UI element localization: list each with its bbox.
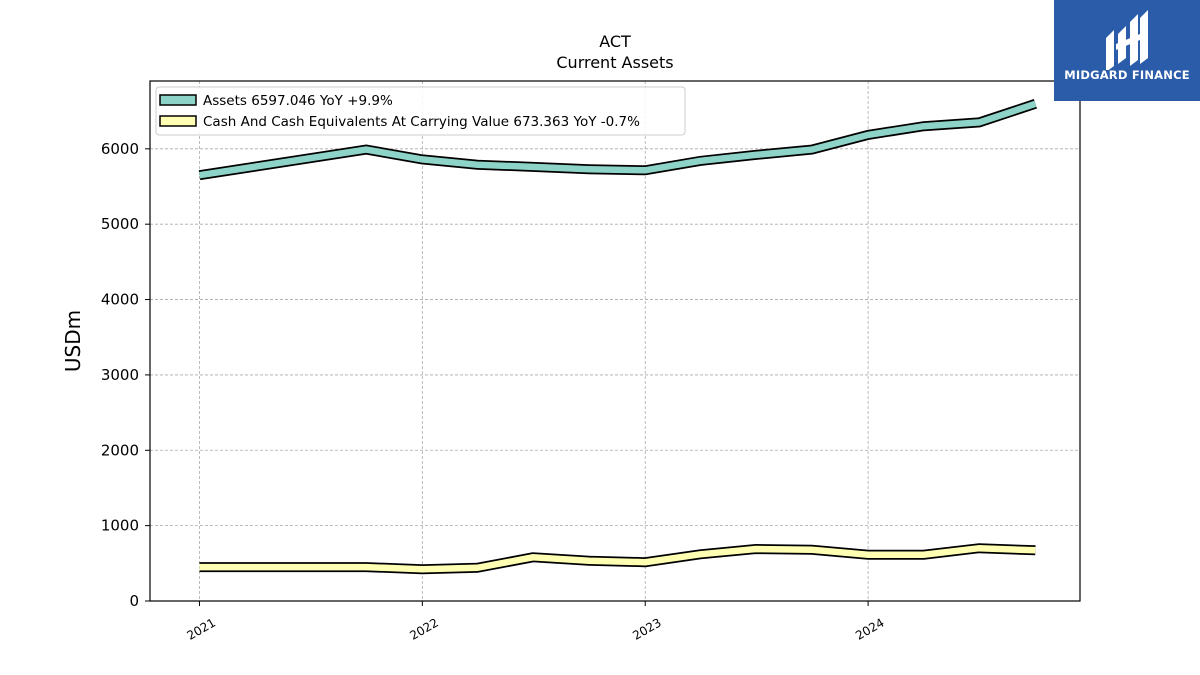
y-tick-label: 1000	[101, 517, 139, 535]
legend-swatch-0	[159, 94, 197, 106]
legend-box	[155, 86, 686, 136]
x-tick-label: 2022	[407, 615, 440, 642]
plot-frame	[149, 80, 1081, 602]
y-tick-label: 2000	[101, 441, 139, 459]
brand-logo: MIDGARD FINANCE	[1054, 0, 1200, 101]
logo-mark-icon	[1106, 10, 1148, 70]
legend-label-1: Cash And Cash Equivalents At Carrying Va…	[203, 114, 640, 130]
y-tick-label: 6000	[101, 140, 139, 158]
legend-label-0: Assets 6597.046 YoY +9.9%	[203, 93, 393, 109]
x-tick-label: 2021	[185, 615, 218, 642]
series-line-1	[199, 544, 1036, 573]
y-tick-label: 3000	[101, 366, 139, 384]
y-axis-label: USDm	[61, 310, 85, 372]
x-tick-label: 2023	[630, 615, 663, 642]
logo-text: MIDGARD FINANCE	[1064, 68, 1190, 82]
x-tick-label: 2024	[853, 615, 886, 642]
y-tick-label: 5000	[101, 215, 139, 233]
chart-subtitle: Current Assets	[556, 53, 674, 72]
y-tick-label: 0	[129, 592, 139, 610]
series-line-0	[199, 100, 1037, 179]
chart-title: ACT	[599, 32, 631, 51]
y-tick-label: 4000	[101, 291, 139, 309]
legend-swatch-1	[159, 115, 197, 127]
